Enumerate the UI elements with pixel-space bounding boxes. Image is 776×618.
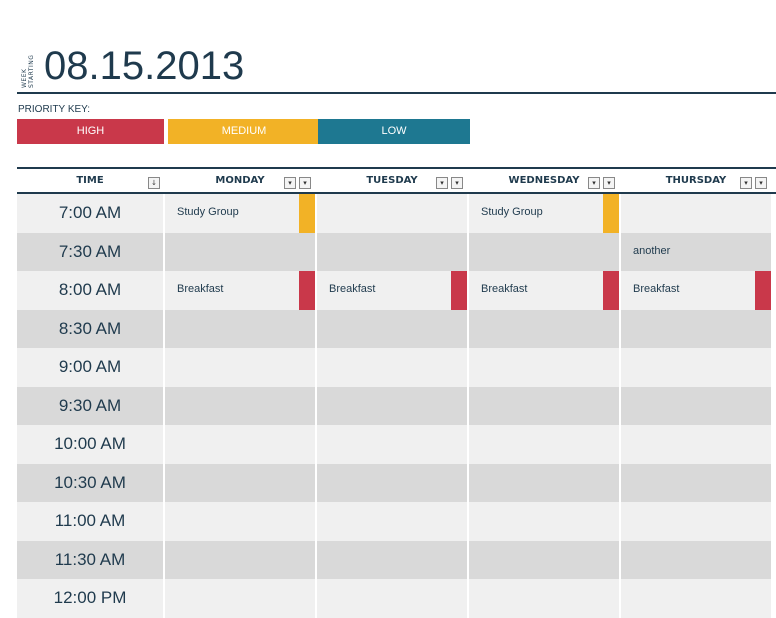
spreadsheet-page: WEEK STARTING 08.15.2013 PRIORITY KEY: HI… xyxy=(17,44,776,618)
schedule-cell[interactable]: another xyxy=(621,232,771,271)
schedule-cell[interactable] xyxy=(165,579,315,618)
schedule-cell[interactable] xyxy=(621,463,771,502)
schedule-cell[interactable] xyxy=(165,425,315,464)
schedule-cell[interactable] xyxy=(317,348,467,387)
table-top-rule xyxy=(17,167,776,169)
schedule-cell[interactable] xyxy=(317,425,467,464)
priority-bar xyxy=(755,271,771,310)
filter-button[interactable]: ▾ xyxy=(299,177,311,189)
schedule-cell[interactable] xyxy=(469,502,619,541)
priority-key-label: PRIORITY KEY: xyxy=(18,104,91,115)
schedule-cell[interactable]: Study Group xyxy=(165,194,315,233)
title-rule xyxy=(17,92,776,94)
week-date: 08.15.2013 xyxy=(44,44,245,88)
schedule-cell[interactable] xyxy=(621,502,771,541)
schedule-cell[interactable] xyxy=(317,463,467,502)
priority-bar xyxy=(603,271,619,310)
schedule-cell[interactable] xyxy=(165,309,315,348)
schedule-cell[interactable] xyxy=(469,232,619,271)
time-cell: 8:30 AM xyxy=(17,309,163,348)
schedule-cell[interactable] xyxy=(621,309,771,348)
schedule-cell[interactable]: Study Group xyxy=(469,194,619,233)
schedule-cell[interactable] xyxy=(621,194,771,233)
schedule-cell[interactable]: Breakfast xyxy=(621,271,771,310)
time-cell: 9:00 AM xyxy=(17,348,163,387)
schedule-cell[interactable] xyxy=(621,540,771,579)
filter-button[interactable]: ▾ xyxy=(436,177,448,189)
schedule-cell[interactable] xyxy=(621,348,771,387)
filter-button[interactable]: ▾ xyxy=(755,177,767,189)
schedule-cell[interactable] xyxy=(317,194,467,233)
time-cell: 7:30 AM xyxy=(17,232,163,271)
schedule-cell[interactable] xyxy=(469,540,619,579)
schedule-cell[interactable] xyxy=(317,309,467,348)
filter-button[interactable]: ▾ xyxy=(284,177,296,189)
sort-button[interactable]: ↓ xyxy=(148,177,160,189)
filter-button[interactable]: ▾ xyxy=(588,177,600,189)
priority-key-item: MEDIUM xyxy=(168,119,320,144)
schedule-cell[interactable] xyxy=(165,502,315,541)
time-cell: 11:30 AM xyxy=(17,540,163,579)
schedule-cell[interactable] xyxy=(317,502,467,541)
schedule-cell[interactable]: Breakfast xyxy=(469,271,619,310)
priority-bar xyxy=(299,194,315,233)
week-word: WEEK xyxy=(21,68,28,88)
schedule-cell[interactable] xyxy=(165,386,315,425)
schedule-cell[interactable] xyxy=(317,232,467,271)
schedule-cell[interactable] xyxy=(317,386,467,425)
priority-key-item: HIGH xyxy=(17,119,164,144)
column-header: TUESDAY xyxy=(366,175,418,186)
time-cell: 11:00 AM xyxy=(17,502,163,541)
schedule-cell[interactable]: Breakfast xyxy=(165,271,315,310)
schedule-cell[interactable] xyxy=(317,579,467,618)
priority-bar xyxy=(299,271,315,310)
schedule-cell[interactable] xyxy=(621,425,771,464)
schedule-cell[interactable] xyxy=(469,386,619,425)
priority-bar xyxy=(451,271,467,310)
column-header: THURSDAY xyxy=(665,175,727,186)
schedule-cell[interactable]: Breakfast xyxy=(317,271,467,310)
schedule-cell[interactable] xyxy=(165,463,315,502)
filter-button[interactable]: ▾ xyxy=(740,177,752,189)
schedule-cell[interactable] xyxy=(469,425,619,464)
filter-button[interactable]: ▾ xyxy=(451,177,463,189)
time-cell: 8:00 AM xyxy=(17,271,163,310)
schedule-cell[interactable] xyxy=(469,348,619,387)
column-header: MONDAY xyxy=(215,175,265,186)
time-cell: 10:00 AM xyxy=(17,425,163,464)
schedule-cell[interactable] xyxy=(317,540,467,579)
schedule-cell[interactable] xyxy=(621,386,771,425)
schedule-cell[interactable] xyxy=(165,232,315,271)
time-cell: 7:00 AM xyxy=(17,194,163,233)
schedule-cell[interactable] xyxy=(621,579,771,618)
time-cell: 9:30 AM xyxy=(17,386,163,425)
week-label: WEEK STARTING xyxy=(21,55,35,88)
schedule-cell[interactable] xyxy=(165,348,315,387)
filter-button[interactable]: ▾ xyxy=(603,177,615,189)
schedule-cell[interactable] xyxy=(469,309,619,348)
starting-word: STARTING xyxy=(28,54,35,88)
time-cell: 12:00 PM xyxy=(17,579,163,618)
schedule-cell[interactable] xyxy=(469,579,619,618)
schedule-cell[interactable] xyxy=(165,540,315,579)
priority-key-item: LOW xyxy=(318,119,470,144)
header-bottom-rule xyxy=(17,192,776,194)
time-cell: 10:30 AM xyxy=(17,463,163,502)
column-header: WEDNESDAY xyxy=(508,175,580,186)
schedule-cell[interactable] xyxy=(469,463,619,502)
column-header: TIME xyxy=(76,175,104,186)
priority-bar xyxy=(603,194,619,233)
